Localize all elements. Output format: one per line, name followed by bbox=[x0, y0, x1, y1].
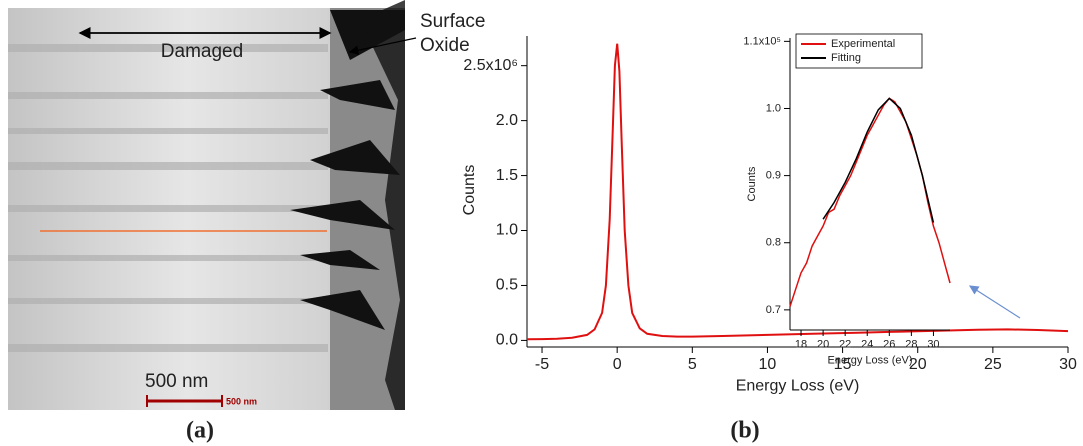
x-axis-label: Energy Loss (eV) bbox=[736, 377, 860, 394]
y-tick-label: 2.5x10⁶ bbox=[463, 57, 518, 74]
data-line bbox=[822, 97, 935, 223]
legend-label: Fitting bbox=[831, 52, 861, 64]
x-tick-label: 30 bbox=[1059, 356, 1077, 373]
oxide-label: Oxide bbox=[420, 35, 470, 56]
x-tick-label: 25 bbox=[984, 356, 1002, 373]
y-tick-label: 0.5 bbox=[496, 277, 518, 294]
x-axis-label: Energy Loss (eV) bbox=[828, 355, 913, 367]
y-tick-label: 1.1x10⁵ bbox=[743, 35, 781, 47]
y-axis-label: Counts bbox=[461, 165, 478, 216]
scale-bar-text: 500 nm bbox=[226, 396, 257, 406]
scale-label: 500 nm bbox=[145, 371, 208, 392]
y-tick-label: 1.0 bbox=[496, 222, 518, 239]
x-tick-label: 20 bbox=[909, 356, 927, 373]
x-tick-label: 15 bbox=[834, 356, 852, 373]
x-tick-label: 26 bbox=[883, 339, 895, 351]
y-tick-label: 0.8 bbox=[766, 237, 781, 249]
x-tick-label: 28 bbox=[905, 339, 917, 351]
x-tick-label: 24 bbox=[861, 339, 873, 351]
legend-box bbox=[795, 33, 923, 69]
y-axis-label: Counts bbox=[746, 166, 758, 201]
inset-arrow bbox=[968, 285, 1021, 319]
x-tick-label: 20 bbox=[817, 339, 829, 351]
x-tick-label: -5 bbox=[535, 356, 549, 373]
x-tick-label: 10 bbox=[759, 356, 777, 373]
y-tick-label: 0.0 bbox=[496, 332, 518, 349]
y-tick-label: 0.7 bbox=[766, 304, 781, 316]
x-tick-label: 30 bbox=[927, 339, 939, 351]
x-tick-label: 5 bbox=[688, 356, 697, 373]
legend-label: Experimental bbox=[831, 38, 895, 50]
caption: (b) bbox=[730, 418, 759, 444]
oxide-label: Surface bbox=[420, 11, 485, 32]
y-tick-label: 1.5 bbox=[496, 167, 518, 184]
x-tick-label: 18 bbox=[795, 339, 807, 351]
x-tick-label: 22 bbox=[839, 339, 851, 351]
caption: (a) bbox=[186, 418, 214, 444]
y-tick-label: 0.9 bbox=[766, 170, 781, 182]
y-tick-label: 1.0 bbox=[766, 102, 781, 114]
y-tick-label: 2.0 bbox=[496, 112, 518, 129]
micrograph bbox=[8, 0, 417, 410]
data-line bbox=[789, 97, 951, 307]
damaged-label: Damaged bbox=[161, 41, 243, 62]
data-line bbox=[526, 43, 1069, 341]
x-tick-label: 0 bbox=[613, 356, 622, 373]
